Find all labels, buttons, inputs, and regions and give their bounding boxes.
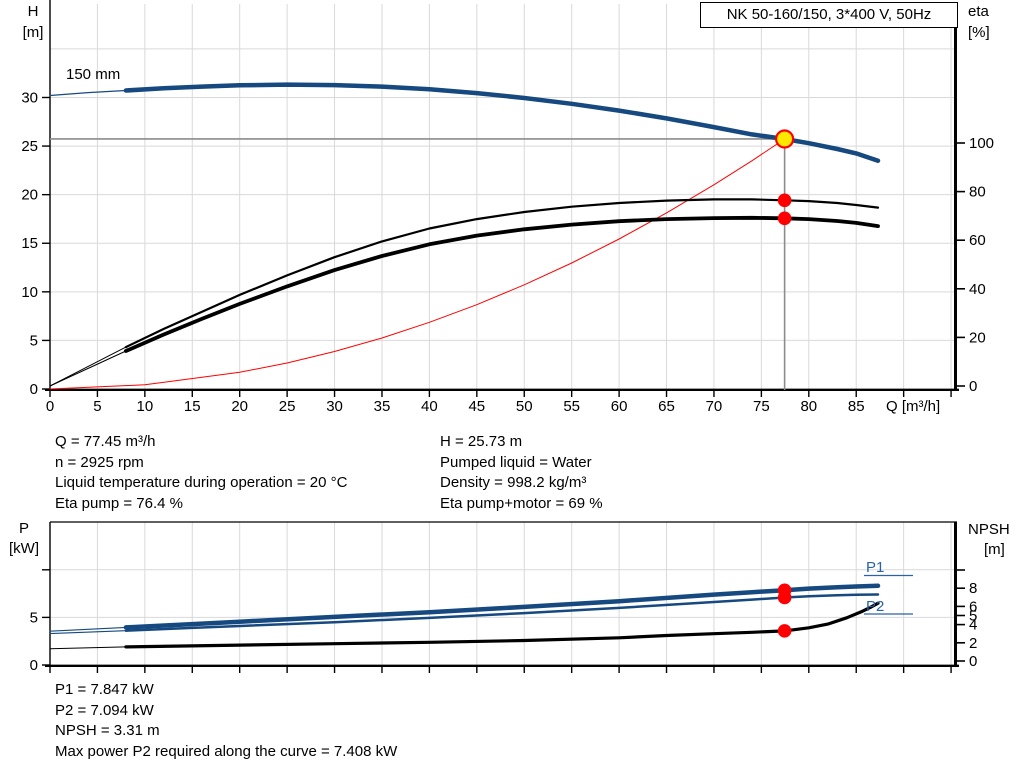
- chart-text: 5: [30, 332, 38, 349]
- info-line: Density = 998.2 kg/m³: [440, 474, 587, 492]
- info-line: Max power P2 required along the curve = …: [55, 742, 398, 760]
- chart-text: 30: [21, 89, 38, 106]
- chart-text: 0: [30, 381, 38, 398]
- chart-text: P1: [866, 559, 884, 576]
- info-line: Q = 77.45 m³/h: [55, 433, 156, 450]
- chart-text: [kW]: [9, 540, 39, 557]
- chart-text: 65: [658, 398, 675, 415]
- chart-text: 0: [30, 657, 38, 674]
- p2-point: [777, 590, 792, 605]
- chart-text: 5: [93, 398, 101, 415]
- chart-text: 4: [969, 617, 977, 634]
- power-info: P1 = 7.847 kW P2 = 7.094 kW NPSH = 3.31 m M…: [55, 680, 397, 762]
- chart-text: 25: [279, 398, 296, 415]
- info-line: Eta pump+motor = 69 %: [440, 494, 603, 512]
- chart-text: 60: [969, 232, 986, 249]
- chart-text: 15: [184, 398, 201, 415]
- info-line: Liquid temperature during operation = 20…: [55, 474, 348, 492]
- chart-text: 5: [30, 609, 38, 626]
- chart-text: 45: [468, 398, 485, 415]
- chart-text: 60: [611, 398, 628, 415]
- duty-info-right: H = 25.73 m Pumped liquid = Water Density …: [440, 432, 603, 514]
- eta-pump-motor: [49, 215, 880, 387]
- duty-point[interactable]: [775, 129, 795, 149]
- chart-text: [m]: [23, 24, 44, 41]
- chart-text: 25: [21, 138, 38, 155]
- chart-text: 70: [706, 398, 723, 415]
- chart-text: 30: [326, 398, 343, 415]
- upper-chart: 0 5 10 15 20 25 30 0 20 40 60 80 100 0 5 10 15 20 25 30 35 40…: [21, 0, 994, 415]
- chart-text: 85: [848, 398, 865, 415]
- pump-title-box: NK 50-160/150, 3*400 V, 50Hz: [700, 2, 958, 28]
- chart-text: 55: [563, 398, 580, 415]
- npsh-curve: [49, 601, 880, 650]
- info-line: Eta pump = 76.4 %: [55, 494, 183, 512]
- info-line: P2 = 7.094 kW: [55, 701, 154, 719]
- chart-text: 50: [516, 398, 533, 415]
- chart-text: 20: [969, 329, 986, 346]
- chart-text: 0: [969, 378, 977, 395]
- info-line: Pumped liquid = Water: [440, 453, 592, 471]
- chart-text: 20: [21, 187, 38, 204]
- chart-text: 0: [46, 398, 54, 415]
- info-line: NPSH = 3.31 m: [55, 722, 160, 740]
- head-150mm: [49, 82, 881, 163]
- chart-text: P: [19, 520, 29, 537]
- chart-text: H: [28, 3, 39, 20]
- chart-text: Q [m³/h]: [886, 398, 940, 415]
- chart-text: 0: [969, 653, 977, 670]
- npsh-point: [777, 624, 792, 638]
- chart-text: P2: [866, 598, 884, 615]
- gridlines: [50, 522, 955, 665]
- chart-text: 15: [21, 235, 38, 252]
- gridlines: [50, 4, 955, 389]
- chart-text: 6: [969, 598, 977, 615]
- chart-text: NPSH: [968, 521, 1010, 538]
- p2-curve: [49, 593, 880, 635]
- duty-crosshair: [50, 138, 786, 390]
- chart-text: [%]: [968, 24, 990, 41]
- chart-text: 150 mm: [66, 66, 120, 83]
- chart-text: 5: [969, 608, 977, 625]
- pump-title: NK 50-160/150, 3*400 V, 50Hz: [726, 6, 932, 23]
- eta-motor-point: [777, 211, 792, 226]
- eta-pump-point: [777, 193, 792, 208]
- chart-text: 35: [374, 398, 391, 415]
- chart-text: 80: [800, 398, 817, 415]
- system-curve: [49, 138, 786, 390]
- info-line: n = 2925 rpm: [55, 453, 144, 471]
- chart-text: 10: [137, 398, 154, 415]
- chart-text: 80: [969, 184, 986, 201]
- info-line: H = 25.73 m: [440, 433, 523, 450]
- chart-text: 100: [969, 135, 994, 152]
- chart-text: 8: [969, 580, 977, 597]
- chart-text: eta: [968, 3, 990, 20]
- chart-text: 20: [231, 398, 248, 415]
- eta-pump: [49, 198, 880, 387]
- chart-text: 10: [21, 284, 38, 301]
- p1-curve: [49, 583, 881, 632]
- axes: 0 5 10 15 20 25 30 0 20 40 60 80 100 0 5 10 15 20 25 30 35 40…: [21, 0, 994, 415]
- chart-text: 40: [969, 281, 986, 298]
- chart-text: 75: [753, 398, 770, 415]
- chart-text: [m]: [984, 541, 1005, 558]
- info-line: P1 = 7.847 kW: [55, 681, 154, 698]
- chart-text: 40: [421, 398, 438, 415]
- duty-info-left: Q = 77.45 m³/h n = 2925 rpm Liquid tempera…: [55, 432, 347, 514]
- chart-text: 2: [969, 635, 977, 652]
